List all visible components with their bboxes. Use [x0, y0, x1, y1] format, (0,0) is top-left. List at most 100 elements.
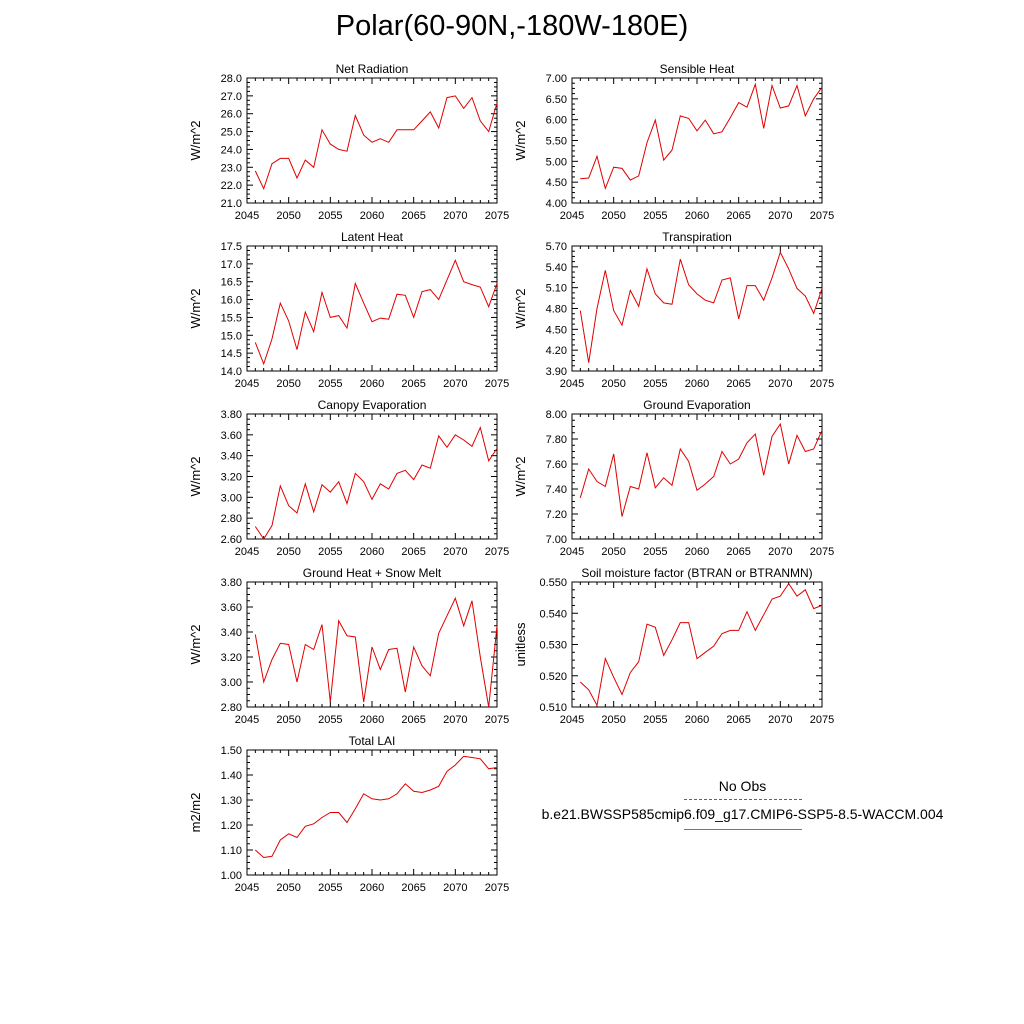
y-tick-label: 28.0 [221, 73, 242, 85]
y-tick-label: 2.80 [221, 513, 242, 525]
x-tick-label: 2070 [768, 546, 792, 558]
y-tick-label: 5.70 [546, 241, 567, 253]
x-tick-label: 2060 [360, 546, 384, 558]
x-tick-label: 2045 [235, 546, 259, 558]
panel-title: Latent Heat [341, 230, 404, 244]
y-tick-label: 3.20 [221, 472, 242, 484]
y-tick-label: 7.00 [546, 73, 567, 85]
x-tick-label: 2060 [685, 210, 709, 222]
panel-4: Transpiration W/m^2 2045 2050 2055 2060 2065 20… [513, 230, 834, 390]
y-tick-label: 5.00 [546, 156, 567, 168]
y-tick-label: 27.0 [221, 91, 242, 103]
x-tick-label: 2070 [443, 882, 467, 894]
legend-obs-label: No Obs [718, 778, 767, 794]
y-tick-label: 26.0 [221, 109, 242, 121]
y-tick-label: 23.0 [221, 162, 242, 174]
x-tick-label: 2075 [810, 546, 834, 558]
y-tick-label: 3.60 [221, 430, 242, 442]
panel-title: Canopy Evaporation [318, 398, 427, 412]
plot-frame [571, 581, 823, 708]
x-tick-label: 2045 [235, 210, 259, 222]
y-tick-label: 0.520 [539, 671, 567, 683]
y-tick-label: 14.5 [221, 348, 242, 360]
plot-frame [246, 413, 498, 540]
y-tick-label: 5.10 [546, 283, 567, 295]
y-axis-label: W/m^2 [513, 288, 528, 328]
y-tick-label: 3.90 [546, 366, 567, 378]
y-tick-label: 16.0 [221, 295, 242, 307]
y-tick-label: 14.0 [221, 366, 242, 378]
legend: No Obs b.e21.BWSSP585cmip6.f09_g17.CMIP6… [540, 778, 945, 830]
y-tick-label: 17.0 [221, 259, 242, 271]
x-tick-label: 2055 [643, 714, 667, 726]
y-tick-label: 1.20 [221, 820, 242, 832]
y-tick-label: 0.550 [539, 577, 567, 589]
x-tick-label: 2070 [443, 546, 467, 558]
x-tick-label: 2060 [360, 378, 384, 390]
y-axis-label: W/m^2 [188, 456, 203, 496]
y-tick-label: 8.00 [546, 409, 567, 421]
data-line [254, 596, 498, 708]
y-tick-label: 4.80 [546, 304, 567, 316]
y-tick-label: 17.5 [221, 241, 242, 253]
y-tick-label: 4.50 [546, 177, 567, 189]
y-tick-label: 1.30 [221, 795, 242, 807]
panel-2: Sensible Heat W/m^2 2045 2050 2055 2060 2065 20… [513, 62, 834, 222]
x-tick-label: 2070 [443, 378, 467, 390]
y-tick-label: 3.60 [221, 602, 242, 614]
panel-5: Canopy Evaporation W/m^2 2045 2050 2055 2060 2… [188, 398, 509, 558]
x-tick-label: 2055 [318, 210, 342, 222]
x-tick-label: 2055 [643, 210, 667, 222]
data-line [254, 425, 498, 540]
x-tick-label: 2055 [318, 882, 342, 894]
x-tick-label: 2050 [601, 546, 625, 558]
y-tick-label: 21.0 [221, 198, 242, 210]
panel-9: Total LAI m2/m2 2045 2050 2055 2060 2065 2070 20… [188, 734, 509, 894]
panel-title: Soil moisture factor (BTRAN or BTRANMN) [581, 566, 812, 580]
page-title: Polar(60-90N,-180W-180E) [335, 10, 689, 42]
plot-frame [246, 749, 498, 876]
y-tick-label: 16.5 [221, 277, 242, 289]
x-tick-label: 2050 [276, 378, 300, 390]
y-tick-label: 2.60 [221, 534, 242, 546]
data-line [254, 755, 498, 859]
x-tick-label: 2050 [276, 546, 300, 558]
x-tick-label: 2055 [643, 378, 667, 390]
x-tick-label: 2070 [443, 714, 467, 726]
x-tick-label: 2065 [726, 210, 750, 222]
y-tick-label: 6.50 [546, 94, 567, 106]
y-tick-label: 4.20 [546, 345, 567, 357]
x-tick-label: 2065 [401, 378, 425, 390]
x-tick-label: 2075 [485, 546, 509, 558]
y-tick-label: 7.00 [546, 534, 567, 546]
plot-frame [246, 245, 498, 372]
x-tick-label: 2075 [485, 714, 509, 726]
x-tick-label: 2065 [401, 714, 425, 726]
x-tick-label: 2060 [685, 378, 709, 390]
y-tick-label: 22.0 [221, 180, 242, 192]
x-tick-label: 2050 [276, 882, 300, 894]
legend-model-line [684, 829, 802, 830]
x-tick-label: 2060 [360, 714, 384, 726]
x-tick-label: 2065 [401, 546, 425, 558]
y-tick-label: 3.40 [221, 627, 242, 639]
x-tick-label: 2045 [235, 378, 259, 390]
y-tick-label: 6.00 [546, 115, 567, 127]
y-tick-label: 3.00 [221, 492, 242, 504]
y-tick-label: 1.40 [221, 770, 242, 782]
legend-model-label: b.e21.BWSSP585cmip6.f09_g17.CMIP6-SSP5-8… [541, 806, 944, 822]
data-line [254, 258, 498, 366]
panel-title: Sensible Heat [660, 62, 735, 76]
x-tick-label: 2045 [560, 714, 584, 726]
x-tick-label: 2050 [601, 378, 625, 390]
y-tick-label: 7.60 [546, 459, 567, 471]
x-tick-label: 2075 [810, 378, 834, 390]
y-axis-label: unitless [513, 622, 528, 667]
x-tick-label: 2065 [401, 210, 425, 222]
y-tick-label: 15.0 [221, 330, 242, 342]
x-tick-label: 2065 [726, 546, 750, 558]
x-tick-label: 2055 [643, 546, 667, 558]
x-tick-label: 2055 [318, 714, 342, 726]
x-tick-label: 2075 [810, 714, 834, 726]
